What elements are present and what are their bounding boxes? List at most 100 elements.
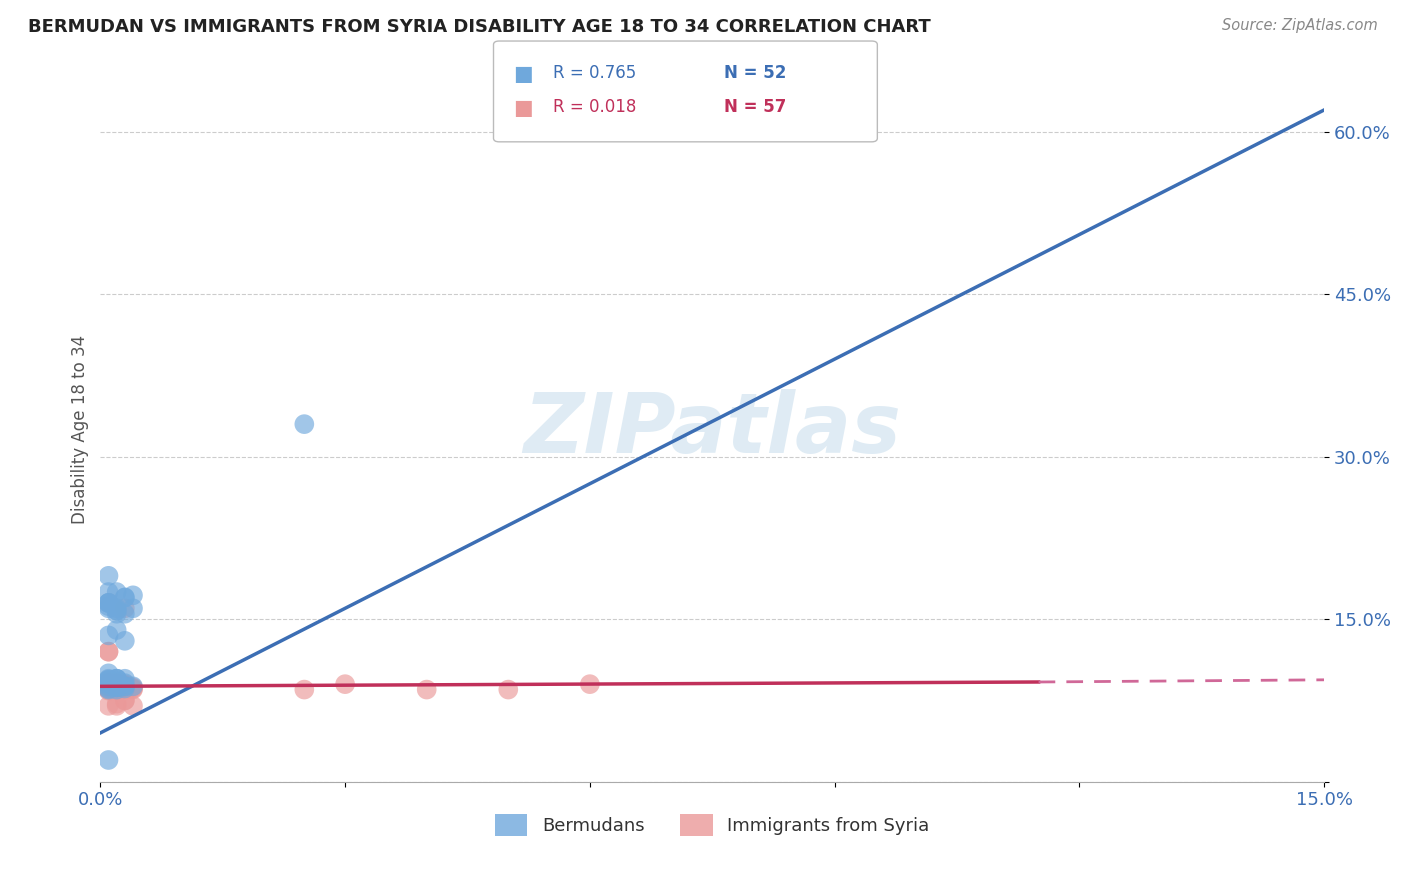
Point	[97, 666, 120, 681]
Text: R = 0.765: R = 0.765	[553, 64, 636, 82]
Point	[105, 585, 128, 599]
Point	[97, 675, 120, 690]
Point	[97, 673, 120, 687]
Point	[97, 645, 120, 659]
Point	[105, 603, 128, 617]
Point	[105, 623, 128, 637]
Point	[105, 675, 128, 690]
Point	[97, 682, 120, 697]
Point	[122, 588, 145, 602]
Point	[97, 681, 120, 696]
Point	[105, 682, 128, 697]
Point	[97, 683, 120, 698]
Point	[114, 633, 136, 648]
Point	[122, 681, 145, 695]
Text: N = 52: N = 52	[724, 64, 786, 82]
Point	[97, 677, 120, 691]
Point	[97, 628, 120, 642]
Text: Source: ZipAtlas.com: Source: ZipAtlas.com	[1222, 18, 1378, 33]
Point	[105, 681, 128, 696]
Point	[105, 682, 128, 697]
Point	[105, 697, 128, 711]
Point	[97, 753, 120, 767]
Point	[97, 681, 120, 695]
Point	[97, 678, 120, 692]
Point	[105, 672, 128, 686]
Point	[105, 677, 128, 691]
Point	[105, 681, 128, 695]
Point	[105, 676, 128, 690]
Point	[114, 676, 136, 690]
Point	[105, 681, 128, 695]
Point	[97, 672, 120, 686]
Point	[122, 682, 145, 697]
Text: BERMUDAN VS IMMIGRANTS FROM SYRIA DISABILITY AGE 18 TO 34 CORRELATION CHART: BERMUDAN VS IMMIGRANTS FROM SYRIA DISABI…	[28, 18, 931, 36]
Point	[292, 417, 315, 431]
Point	[97, 679, 120, 693]
Point	[97, 596, 120, 610]
Point	[105, 675, 128, 690]
Point	[415, 682, 437, 697]
Point	[114, 591, 136, 605]
Point	[97, 585, 120, 599]
Point	[97, 677, 120, 691]
Point	[114, 681, 136, 695]
Point	[105, 682, 128, 697]
Point	[292, 682, 315, 697]
Point	[105, 681, 128, 695]
Text: ■: ■	[513, 98, 533, 118]
Point	[105, 682, 128, 697]
Point	[97, 681, 120, 695]
Point	[114, 607, 136, 621]
Point	[105, 681, 128, 696]
Point	[97, 677, 120, 691]
Point	[97, 599, 120, 614]
Point	[114, 677, 136, 691]
Point	[97, 601, 120, 615]
Point	[122, 681, 145, 696]
Point	[114, 681, 136, 696]
Point	[97, 673, 120, 687]
Point	[97, 676, 120, 690]
Point	[97, 675, 120, 690]
Point	[105, 681, 128, 696]
Point	[579, 677, 602, 691]
Point	[122, 698, 145, 713]
Point	[114, 679, 136, 693]
Point	[114, 672, 136, 686]
Point	[97, 682, 120, 697]
Point	[105, 677, 128, 691]
Point	[114, 679, 136, 693]
Point	[97, 676, 120, 690]
Point	[114, 601, 136, 615]
Point	[97, 676, 120, 690]
Point	[105, 678, 128, 692]
Point	[105, 681, 128, 695]
Point	[97, 678, 120, 692]
Point	[97, 677, 120, 691]
Point	[105, 682, 128, 697]
Point	[105, 681, 128, 696]
Point	[122, 679, 145, 693]
Point	[105, 603, 128, 617]
Point	[114, 693, 136, 707]
Y-axis label: Disability Age 18 to 34: Disability Age 18 to 34	[72, 335, 89, 524]
Point	[122, 601, 145, 615]
Point	[97, 679, 120, 693]
Point	[114, 682, 136, 697]
Point	[114, 678, 136, 692]
Point	[114, 591, 136, 605]
Point	[105, 601, 128, 615]
Point	[105, 675, 128, 690]
Point	[97, 677, 120, 691]
Point	[114, 693, 136, 707]
Point	[105, 679, 128, 693]
Point	[105, 672, 128, 686]
Point	[498, 682, 520, 697]
Text: N = 57: N = 57	[724, 98, 786, 116]
Point	[97, 645, 120, 659]
Point	[97, 698, 120, 713]
Point	[97, 569, 120, 583]
Point	[333, 677, 356, 691]
Text: ■: ■	[513, 64, 533, 84]
